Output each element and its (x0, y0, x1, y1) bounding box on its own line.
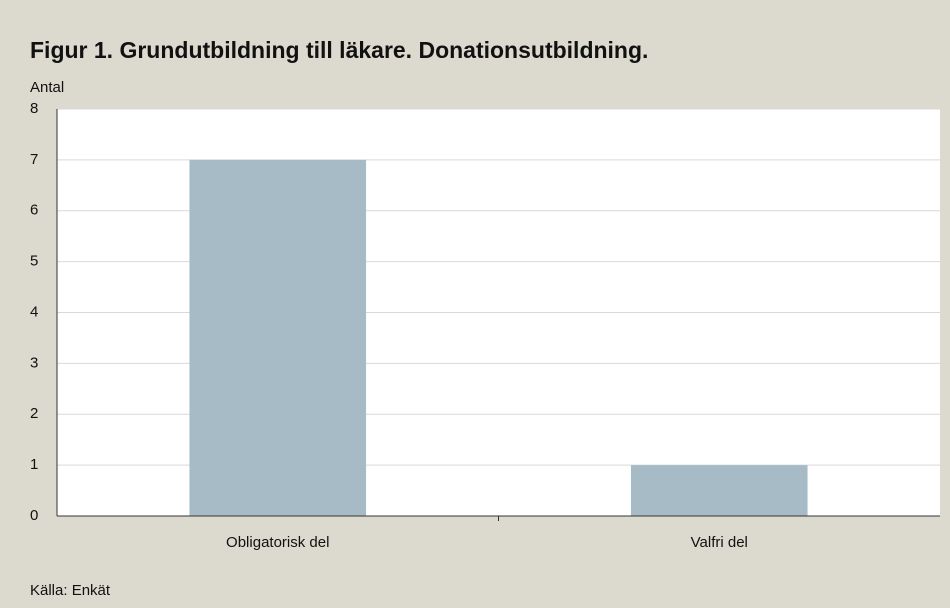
y-tick-label: 6 (30, 202, 38, 219)
y-axis-label: Antal (30, 79, 64, 96)
y-tick-label: 7 (30, 151, 38, 168)
y-tick-label: 2 (30, 405, 38, 422)
y-tick-label: 4 (30, 303, 38, 320)
bar (189, 159, 367, 516)
chart-title: Figur 1. Grundutbildning till läkare. Do… (30, 37, 648, 63)
y-tick-label: 0 (30, 507, 38, 524)
bar (630, 465, 808, 516)
y-tick-label: 8 (30, 100, 38, 117)
y-tick-label: 3 (30, 354, 38, 371)
x-tick-label: Obligatorisk del (226, 534, 329, 551)
x-tick-label: Valfri del (691, 534, 748, 551)
source: Källa: Enkät (30, 582, 111, 599)
y-tick-label: 5 (30, 253, 38, 270)
y-tick-label: 1 (30, 456, 38, 473)
